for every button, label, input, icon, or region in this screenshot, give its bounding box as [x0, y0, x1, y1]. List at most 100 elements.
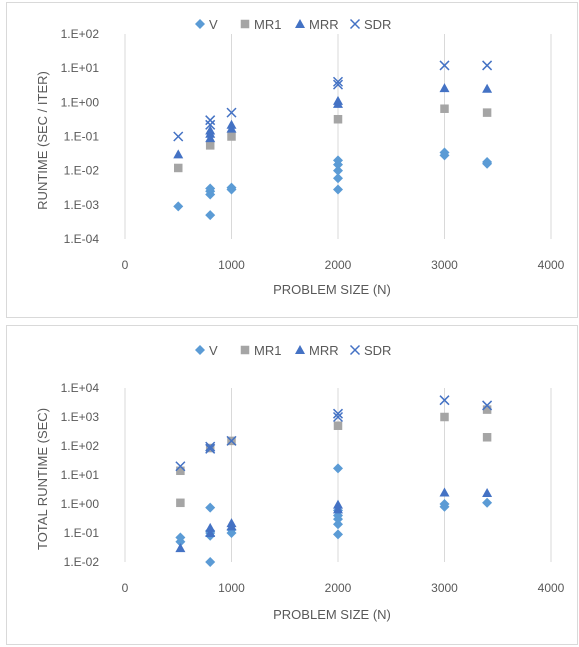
data-point-mr1 [333, 114, 343, 124]
total-runtime-chart: 0 1000 2000 3000 4000 1.E-02 1.E-01 1.E+00 1.E+0… [6, 325, 578, 645]
y-tick-label: 1.E+01 [61, 468, 100, 482]
y-tick-label: 1.E+00 [61, 497, 100, 511]
data-point-mrr [173, 149, 184, 159]
data-point-v [482, 156, 493, 167]
data-point-mr1 [440, 104, 449, 113]
x-tick-label: 2000 [325, 581, 352, 595]
data-point-v [333, 155, 343, 166]
data-point-v [173, 201, 184, 212]
legend-label-sdr: SDR [364, 343, 391, 358]
data-point-v [205, 502, 216, 513]
x-tick-label: 4000 [538, 258, 565, 272]
series-mrr [173, 83, 493, 159]
data-point-mrr [439, 83, 450, 93]
data-point-v [205, 183, 216, 194]
series-sdr [175, 395, 493, 472]
series-v [173, 147, 493, 221]
data-point-v [175, 532, 186, 543]
x-tick-label: 1000 [218, 258, 245, 272]
data-point-sdr [205, 119, 216, 130]
data-point-mr1 [482, 405, 492, 414]
y-tick-label: 1.E+00 [61, 95, 100, 109]
legend-label-mr1: MR1 [254, 343, 281, 358]
data-point-mr1 [176, 466, 185, 476]
data-point-v [333, 519, 343, 530]
legend-marker-sdr [349, 344, 361, 356]
data-point-sdr [175, 461, 186, 472]
runtime-per-iter-chart: 0 1000 2000 3000 4000 1.E-04 1.E-03 1.E-02 1.E-0… [6, 2, 578, 318]
data-point-mr1 [440, 412, 449, 422]
y-tick-label: 1.E-01 [64, 526, 100, 540]
data-point-v [439, 499, 450, 509]
data-point-v [333, 463, 343, 474]
data-point-sdr [205, 441, 216, 452]
data-point-mrr [482, 83, 493, 93]
x-tick-label: 4000 [538, 581, 565, 595]
x-tick-label: 2000 [325, 258, 352, 272]
legend-marker-v [195, 345, 205, 355]
legend-label-sdr: SDR [364, 17, 391, 32]
data-point-v [333, 165, 343, 176]
y-tick-label: 1.E-03 [64, 198, 100, 212]
data-point-sdr [332, 79, 344, 90]
series-sdr [173, 60, 493, 142]
x-axis-title: PROBLEM SIZE (N) [273, 282, 391, 297]
legend-marker-mrr [295, 345, 305, 354]
data-point-sdr [439, 395, 450, 406]
y-axis-title: RUNTIME (SEC / ITER) [35, 71, 50, 210]
data-point-sdr [332, 76, 344, 87]
data-point-mrr [175, 543, 186, 553]
runtime-per-iter-plot: 0 1000 2000 3000 4000 1.E-04 1.E-03 1.E-02 1.E-0… [35, 17, 565, 297]
data-point-mrr [205, 528, 216, 537]
data-point-mrr [226, 119, 237, 129]
legend-label-v: V [209, 17, 218, 32]
y-tick-label: 1.E+02 [61, 439, 100, 453]
data-point-sdr [332, 408, 344, 419]
data-point-sdr [439, 60, 450, 71]
data-point-mrr [482, 487, 493, 497]
data-point-v [226, 182, 237, 193]
x-axis-title: PROBLEM SIZE (N) [273, 607, 391, 622]
y-tick-label: 1.E-01 [64, 130, 100, 144]
data-point-mrr [439, 487, 450, 497]
legend: V MR1 MRR SDR [195, 17, 391, 32]
data-point-sdr [205, 115, 216, 126]
data-point-mr1 [482, 433, 492, 442]
x-tick-label: 3000 [431, 258, 458, 272]
data-point-v [333, 529, 343, 540]
y-tick-label: 1.E+02 [61, 27, 100, 41]
legend-label-mrr: MRR [309, 17, 339, 32]
data-point-v [482, 497, 493, 508]
data-point-mr1 [227, 132, 236, 141]
data-point-sdr [482, 60, 493, 71]
data-point-v [333, 173, 343, 184]
y-tick-label: 1.E-02 [64, 164, 100, 178]
data-point-sdr [226, 107, 237, 118]
data-point-v [333, 184, 343, 195]
y-tick-label: 1.E+04 [61, 381, 100, 395]
series-mr1 [174, 104, 492, 173]
legend-label-mrr: MRR [309, 343, 339, 358]
y-tick-label: 1.E-04 [64, 232, 100, 246]
legend-marker-v [195, 19, 205, 29]
data-point-mr1 [482, 108, 492, 117]
y-tick-label: 1.E+03 [61, 410, 100, 424]
data-point-sdr [332, 411, 344, 423]
data-point-mr1 [176, 498, 185, 508]
data-point-mrr [226, 518, 237, 528]
data-point-v [205, 557, 216, 567]
legend-marker-sdr [349, 18, 361, 30]
data-point-mr1 [174, 163, 183, 173]
x-tick-label: 0 [122, 581, 129, 595]
total-runtime-plot: 0 1000 2000 3000 4000 1.E-02 1.E-01 1.E+00 1.E+0… [35, 343, 565, 622]
data-point-mrr [333, 504, 343, 514]
data-point-sdr [482, 400, 493, 411]
data-point-mr1 [205, 141, 215, 150]
data-point-mrr [205, 522, 216, 532]
legend-marker-mrr [295, 19, 305, 28]
y-axis-title: TOTAL RUNTIME (SEC) [35, 408, 50, 550]
series-mrr [175, 487, 493, 553]
data-point-mrr [205, 125, 216, 135]
data-point-sdr [205, 443, 216, 454]
legend-label-v: V [209, 343, 218, 358]
